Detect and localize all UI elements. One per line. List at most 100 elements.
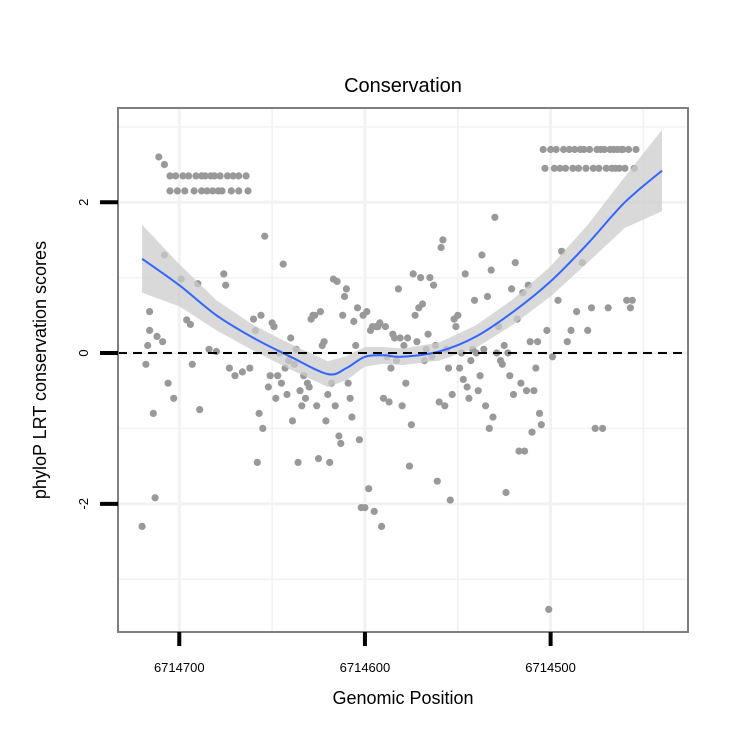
data-point: [522, 387, 531, 395]
panel-background: [118, 108, 688, 632]
panel-border: [117, 107, 689, 633]
data-point: [582, 164, 590, 172]
data-point: [270, 323, 278, 331]
data-point: [454, 311, 462, 319]
data-point: [586, 145, 594, 154]
data-point: [203, 187, 211, 195]
data-point: [506, 372, 514, 380]
data-point: [274, 372, 282, 380]
data-point: [172, 172, 180, 180]
data-point: [534, 338, 542, 346]
data-point: [526, 338, 534, 346]
data-point: [355, 436, 363, 444]
data-point: [153, 332, 161, 340]
data-point: [316, 308, 324, 316]
y-tick-label: -2: [76, 498, 91, 510]
data-point: [589, 164, 597, 172]
data-point: [539, 145, 547, 154]
data-point: [604, 304, 612, 312]
data-point: [339, 311, 347, 319]
data-point: [231, 372, 239, 380]
data-point: [508, 285, 516, 293]
data-point: [181, 187, 189, 195]
data-point: [151, 494, 159, 502]
data-point: [487, 266, 495, 274]
data-point: [511, 259, 519, 267]
data-point: [599, 424, 607, 432]
data-point: [257, 311, 265, 319]
data-point: [164, 379, 172, 387]
data-point: [209, 187, 217, 195]
data-point: [467, 357, 475, 365]
data-point: [227, 187, 235, 195]
data-point: [626, 304, 635, 312]
data-point: [288, 417, 297, 425]
data-point: [602, 164, 610, 172]
data-point: [166, 172, 174, 180]
data-point: [560, 145, 568, 154]
data-point: [567, 326, 575, 334]
data-point: [385, 398, 393, 406]
data-point: [159, 338, 167, 346]
y-tick-label: 2: [76, 199, 91, 206]
data-point: [441, 402, 449, 410]
data-point: [448, 390, 456, 399]
data-point: [218, 187, 226, 195]
data-point: [435, 398, 443, 406]
data-point: [474, 387, 482, 395]
data-point: [472, 349, 480, 357]
data-point: [548, 353, 557, 361]
data-point: [201, 172, 209, 180]
data-point: [625, 145, 633, 154]
data-point: [198, 187, 206, 195]
smooth-line: [141, 169, 663, 376]
data-point: [244, 187, 252, 195]
data-point: [413, 338, 421, 346]
data-point: [192, 172, 200, 180]
data-point: [283, 390, 291, 399]
data-point: [528, 428, 536, 436]
x-tick-label: 6714500: [525, 660, 576, 675]
data-point: [261, 232, 269, 240]
data-point: [378, 522, 386, 531]
data-point: [400, 341, 408, 350]
data-point: [205, 345, 213, 353]
data-point: [600, 145, 609, 154]
data-point: [387, 364, 395, 372]
data-point: [255, 409, 263, 417]
data-point: [552, 145, 560, 154]
data-point: [138, 522, 146, 531]
data-point: [301, 394, 310, 402]
data-point: [563, 338, 571, 346]
data-point: [396, 334, 404, 342]
data-point: [632, 145, 640, 154]
data-point: [298, 402, 306, 410]
chart-title: Conservation: [344, 75, 462, 97]
data-point: [439, 236, 447, 244]
data-point: [500, 341, 508, 350]
data-point: [348, 413, 356, 421]
data-point: [461, 270, 469, 278]
data-point: [266, 372, 274, 380]
data-point: [210, 172, 219, 180]
data-point: [541, 164, 549, 172]
data-point: [272, 394, 280, 402]
data-point: [238, 368, 246, 376]
data-point: [381, 323, 389, 331]
data-point: [394, 285, 402, 293]
data-point: [196, 406, 204, 414]
data-point: [498, 360, 506, 368]
confidence-band: [142, 129, 663, 387]
data-point: [186, 320, 194, 328]
data-point: [407, 421, 415, 429]
data-point: [554, 296, 562, 304]
data-point: [350, 317, 358, 325]
data-point: [370, 507, 378, 515]
data-point: [185, 172, 193, 180]
data-point: [470, 296, 479, 304]
data-point: [545, 605, 553, 614]
data-point: [246, 364, 254, 372]
data-point: [179, 172, 187, 180]
data-point: [504, 349, 512, 357]
